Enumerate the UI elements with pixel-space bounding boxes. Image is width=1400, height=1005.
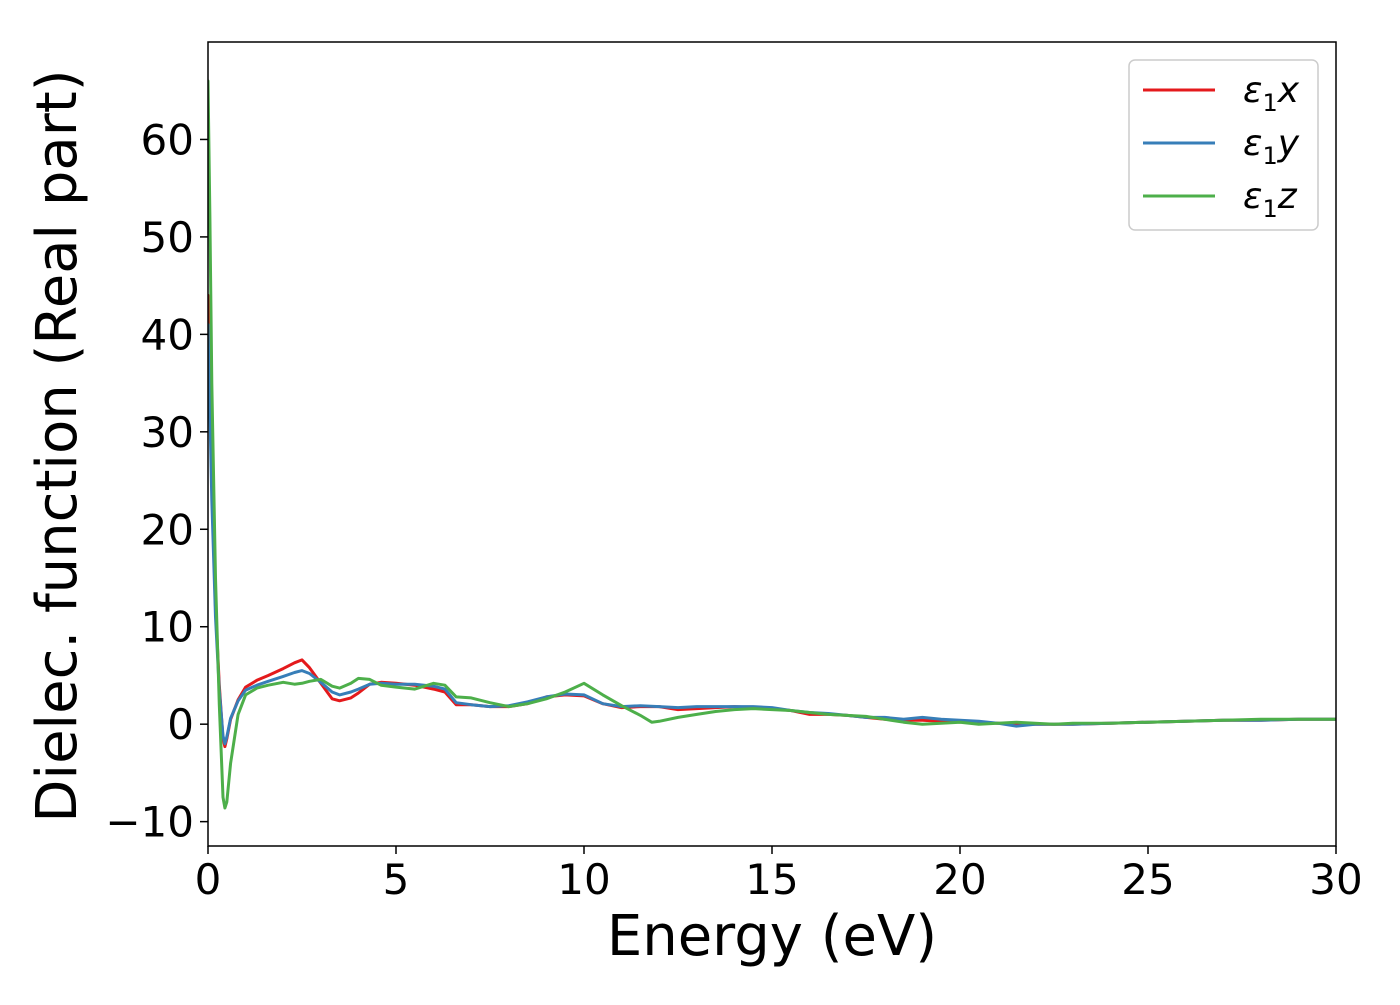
y-tick-label: 40: [141, 310, 194, 359]
legend-component: x: [1277, 70, 1300, 111]
y-axis-title: Dielec. function (Real part): [25, 69, 90, 822]
legend-symbol: ε: [1243, 70, 1262, 111]
x-tick-label: 0: [195, 855, 222, 904]
legend-component: z: [1277, 176, 1298, 217]
x-tick-label: 10: [557, 855, 610, 904]
y-tick-label: 0: [167, 700, 194, 749]
legend-subscript: 1: [1262, 89, 1277, 117]
series-layer: [208, 79, 1336, 810]
y-tick-label: −10: [105, 798, 194, 847]
legend-component: y: [1277, 123, 1300, 164]
x-tick-label: 15: [745, 855, 798, 904]
y-tick-label: 20: [141, 505, 194, 554]
y-tick-label: 10: [141, 603, 194, 652]
series-line-y: [208, 323, 1336, 746]
legend-label-y: ε1y: [1243, 123, 1300, 170]
legend-subscript: 1: [1262, 195, 1277, 223]
legend-box: [1128, 59, 1319, 231]
y-axis-ticks: −10 0 10 20 30 40 50 60: [105, 115, 208, 847]
legend-subscript: 1: [1262, 142, 1277, 170]
x-tick-label: 25: [1121, 855, 1174, 904]
legend-label-z: ε1z: [1243, 176, 1298, 223]
y-tick-label: 30: [141, 408, 194, 457]
series-line-x: [208, 293, 1336, 749]
series-line-z: [208, 79, 1336, 810]
legend-label-x: ε1x: [1243, 70, 1300, 117]
x-tick-label: 20: [933, 855, 986, 904]
x-tick-label: 30: [1309, 855, 1362, 904]
legend-symbol: ε: [1243, 123, 1262, 164]
y-tick-label: 50: [141, 213, 194, 262]
x-axis-ticks: 0 5 10 15 20 25 30: [195, 846, 1363, 904]
x-tick-label: 5: [383, 855, 410, 904]
legend-symbol: ε: [1243, 176, 1262, 217]
x-axis-title: Energy (eV): [607, 904, 937, 969]
y-tick-label: 60: [141, 115, 194, 164]
